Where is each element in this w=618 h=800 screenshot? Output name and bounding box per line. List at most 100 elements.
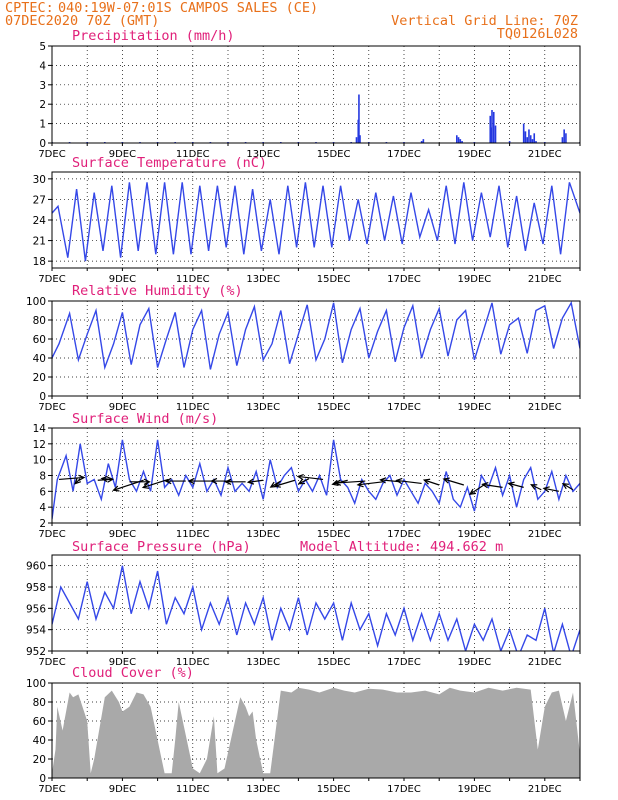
precip-bar	[358, 94, 360, 143]
panel-wind: Surface Wind (m/s) 2 4 6 8 10 12 14 7DEC 9DEC 11DE…	[33, 411, 581, 540]
pressure-xtick-label: 15DEC	[317, 657, 351, 668]
wind-arrow	[74, 477, 82, 485]
pressure-ytick-label: 958	[26, 582, 46, 594]
wind-frame	[51, 427, 581, 524]
panel-pressure: Surface Pressure (hPa) Model Altitude: 49…	[26, 539, 581, 668]
precip-bar	[565, 133, 567, 143]
pressure-plot	[52, 565, 580, 651]
cloud-ytick-label: 20	[33, 754, 46, 766]
cloud-xtick-label: 13DEC	[246, 784, 280, 795]
temp-ytick-label: 18	[33, 256, 46, 268]
wind-ytick-label: 12	[33, 439, 46, 451]
pressure-xtick-label: 7DEC	[38, 657, 65, 668]
wind-arrow	[246, 478, 264, 485]
temp-plot	[52, 182, 580, 262]
pressure-xtick-label: 17DEC	[387, 657, 421, 668]
wind-arrow	[468, 483, 486, 495]
precip-xtick-label: 21DEC	[528, 149, 562, 160]
pressure-xtick-label: 9DEC	[109, 657, 136, 668]
temp-xtick-label: 13DEC	[246, 274, 280, 285]
precip-bar	[461, 141, 463, 143]
wind-arrow	[356, 481, 383, 488]
pressure-xtick-label: 21DEC	[528, 657, 562, 668]
pressure-ytick-label: 956	[26, 603, 46, 615]
rh-series-line	[52, 301, 580, 371]
precip-xtick-label: 13DEC	[246, 149, 280, 160]
precip-bar	[494, 125, 497, 143]
rh-xtick-label: 7DEC	[38, 402, 65, 413]
precip-frame	[51, 45, 581, 144]
wind-arrow	[273, 479, 296, 488]
wind-arrow	[112, 479, 144, 492]
precip-xtick-label: 15DEC	[317, 149, 351, 160]
header: CPTEC: 040:19W-07:01S CAMPOS SALES (CE) …	[5, 0, 578, 42]
precip-bar	[491, 110, 493, 143]
precip-ytick-label: 5	[39, 41, 46, 53]
pressure-frame	[51, 554, 581, 652]
pressure-annotation: Model Altitude: 494.662 m	[300, 539, 503, 555]
cloud-xtick-label: 9DEC	[109, 784, 136, 795]
precip-bar	[359, 135, 361, 143]
wind-arrow	[141, 478, 169, 489]
cloud-xtick-label: 19DEC	[458, 784, 492, 795]
header-init-time: 07DEC2020 70Z (GMT)	[5, 13, 159, 29]
temp-xtick-label: 9DEC	[109, 274, 136, 285]
wind-arrow	[561, 483, 574, 491]
precip-title: Precipitation (mm/h)	[72, 28, 235, 44]
wind-xtick-label: 7DEC	[38, 529, 65, 540]
precip-xtick-label: 17DEC	[387, 149, 421, 160]
precip-ytick-label: 2	[39, 99, 46, 111]
wind-arrow	[530, 484, 542, 491]
wind-arrow	[187, 477, 214, 485]
precip-bar	[355, 137, 358, 143]
wind-ytick-label: 4	[39, 502, 46, 514]
wind-ytick-label: 2	[39, 518, 46, 530]
rh-xtick-label: 11DEC	[176, 402, 210, 413]
wind-arrow	[224, 478, 246, 485]
precip-bar	[459, 139, 462, 143]
panel-precip: Precipitation (mm/h) 0 1 2 3 4 5 7DEC 9DEC 11DEC 1…	[38, 28, 581, 160]
panel-cloud: Cloud Cover (%) 0 20 40 60 80 100 7DEC 9DEC 11DEC…	[26, 665, 581, 795]
precip-xtick-label: 7DEC	[38, 149, 65, 160]
rh-plot	[52, 301, 580, 371]
wind-plot	[52, 439, 580, 520]
precip-xtick-label: 9DEC	[109, 149, 136, 160]
pressure-xtick-label: 13DEC	[246, 657, 280, 668]
pressure-ytick-label: 952	[26, 646, 46, 658]
precip-bar	[457, 137, 460, 143]
precip-bar	[422, 139, 425, 143]
wind-ytick-label: 14	[33, 423, 47, 435]
precip-bar	[522, 123, 525, 143]
wind-arrow	[333, 479, 366, 486]
pressure-ytick-label: 954	[26, 625, 46, 637]
precip-ytick-label: 4	[39, 60, 46, 72]
wind-arrow	[481, 482, 503, 489]
rh-xtick-label: 17DEC	[387, 402, 421, 413]
temp-xtick-label: 11DEC	[176, 274, 210, 285]
temp-series-line	[52, 182, 580, 262]
rh-xtick-label: 21DEC	[528, 402, 562, 413]
precip-ytick-label: 3	[39, 80, 46, 92]
header-product-code: TQ0126L028	[497, 26, 578, 42]
rh-ytick-label: 40	[33, 353, 46, 365]
cloud-area	[52, 687, 580, 778]
precip-bar	[533, 133, 536, 143]
precip-ytick-label: 0	[39, 138, 46, 150]
precip-plot	[52, 94, 580, 143]
cloud-ytick-label: 0	[39, 773, 46, 785]
wind-xtick-label: 13DEC	[246, 529, 280, 540]
cloud-xtick-label: 7DEC	[38, 784, 65, 795]
cloud-title: Cloud Cover (%)	[72, 665, 194, 681]
rh-frame	[51, 300, 581, 397]
wind-arrow	[296, 473, 324, 481]
temp-title: Surface Temperature (nC)	[72, 155, 267, 171]
panel-temp: Surface Temperature (nC) 18 21 24 27 30 7DEC 9D…	[33, 155, 581, 285]
pressure-title: Surface Pressure (hPa)	[72, 539, 251, 555]
pressure-ytick-label: 960	[26, 561, 46, 573]
precip-bar	[508, 141, 511, 143]
precip-xtick-label: 19DEC	[458, 149, 492, 160]
wind-ytick-label: 6	[39, 486, 46, 498]
precip-ytick-label: 1	[39, 119, 46, 131]
precip-bar	[526, 137, 528, 143]
